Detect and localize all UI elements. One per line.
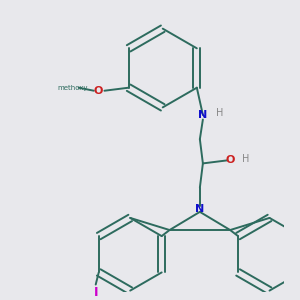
Text: H: H <box>216 108 223 118</box>
Text: N: N <box>198 110 208 120</box>
Text: O: O <box>94 86 103 96</box>
Text: O: O <box>226 155 235 165</box>
Text: I: I <box>94 286 98 298</box>
Text: methoxy: methoxy <box>57 85 88 91</box>
Text: H: H <box>242 154 249 164</box>
Text: N: N <box>195 204 205 214</box>
